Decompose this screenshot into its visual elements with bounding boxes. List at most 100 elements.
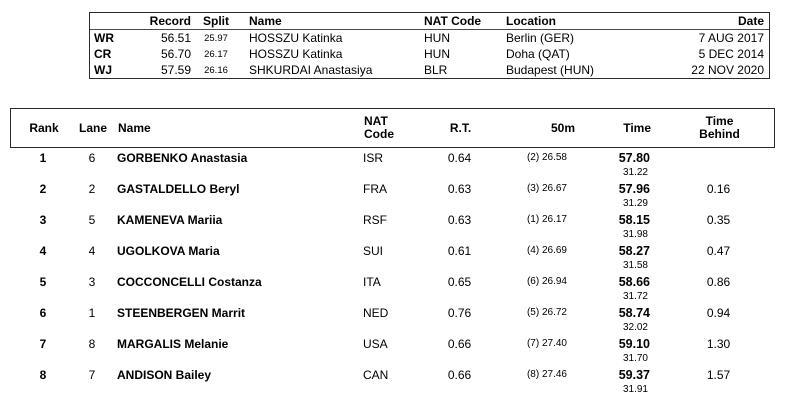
- swimmer-name: STEENBERGEN Marrit: [117, 306, 246, 320]
- second-50-split: 31.70: [622, 353, 648, 364]
- record-holder: HOSSZU Katinka: [249, 46, 343, 61]
- rank: 5: [39, 275, 47, 289]
- swimmer-name: GORBENKO Anastasia: [117, 151, 248, 165]
- record-location: Budapest (HUN): [506, 62, 595, 77]
- final-time: 57.96 31.29: [577, 181, 662, 210]
- reaction-time: 0.66: [447, 337, 472, 351]
- time-behind: 0.47: [706, 244, 731, 258]
- time-behind: 0.35: [706, 213, 731, 227]
- records-header-name: Name: [249, 13, 282, 28]
- record-split: 26.17: [204, 48, 228, 60]
- lane: 4: [88, 244, 96, 258]
- records-header-row: Record Split Name NAT Code Location Date: [90, 13, 769, 30]
- final-time: 59.37 31.91: [577, 367, 662, 396]
- final-time: 57.80 31.22: [577, 150, 662, 179]
- record-nat-code: HUN: [424, 30, 450, 45]
- nat-code: NED: [363, 306, 389, 320]
- final-time-value: 58.27: [618, 244, 650, 258]
- record-location: Berlin (GER): [506, 30, 575, 45]
- record-holder: HOSSZU Katinka: [249, 30, 343, 45]
- records-header-split: Split: [203, 13, 229, 28]
- record-label: WR: [94, 30, 114, 45]
- reaction-time: 0.63: [447, 213, 472, 227]
- result-row: 5 3 COCCONCELLI Costanza ITA 0.65 (6) 26…: [10, 274, 775, 305]
- final-time: 58.66 31.72: [577, 274, 662, 303]
- time-behind: 0.86: [706, 275, 731, 289]
- record-nat-code: BLR: [424, 62, 448, 77]
- second-50-split: 32.02: [622, 322, 648, 333]
- lane: 6: [88, 151, 96, 165]
- lane: 5: [88, 213, 96, 227]
- record-row-wr: WR 56.51 25.97 HOSSZU Katinka HUN Berlin…: [90, 30, 769, 46]
- record-location: Doha (QAT): [506, 46, 570, 61]
- result-row: 3 5 KAMENEVA Mariia RSF 0.63 (1) 26.17 5…: [10, 212, 775, 243]
- records-header-location: Location: [506, 13, 556, 28]
- final-time-value: 58.66: [618, 275, 650, 289]
- final-time: 59.10 31.70: [577, 336, 662, 365]
- 50m-split: (8) 27.46: [526, 369, 567, 380]
- rank: 7: [39, 337, 47, 351]
- final-time-value: 57.96: [618, 182, 650, 196]
- swimmer-name: GASTALDELLO Beryl: [117, 182, 240, 196]
- results-header-50m: 50m: [550, 120, 575, 135]
- 50m-split: (1) 26.17: [526, 214, 567, 225]
- reaction-time: 0.76: [447, 306, 472, 320]
- record-date: 7 AUG 2017: [698, 30, 764, 45]
- second-50-split: 31.58: [622, 260, 648, 271]
- second-50-split: 31.98: [622, 229, 648, 240]
- record-label: WJ: [94, 62, 112, 77]
- swimmer-name: UGOLKOVA Maria: [117, 244, 220, 258]
- record-time: 56.51: [160, 30, 191, 45]
- record-label: CR: [94, 46, 112, 61]
- nat-code: RSF: [363, 213, 387, 227]
- record-nat-code: HUN: [424, 46, 450, 61]
- time-behind: 0.16: [706, 182, 731, 196]
- results-header-rank: Rank: [29, 120, 59, 135]
- nat-code: CAN: [363, 368, 389, 382]
- nat-code: FRA: [363, 182, 387, 196]
- result-row: 6 1 STEENBERGEN Marrit NED 0.76 (5) 26.7…: [10, 305, 775, 336]
- 50m-split: (4) 26.69: [526, 245, 567, 256]
- result-row: 2 2 GASTALDELLO Beryl FRA 0.63 (3) 26.67…: [10, 181, 775, 212]
- second-50-split: 31.29: [622, 198, 648, 209]
- rank: 2: [39, 182, 47, 196]
- 50m-split: (6) 26.94: [526, 276, 567, 287]
- record-date: 5 DEC 2014: [698, 46, 764, 61]
- record-time: 56.70: [160, 46, 191, 61]
- swimmer-name: MARGALIS Melanie: [117, 337, 229, 351]
- swimmer-name: ANDISON Bailey: [117, 368, 212, 382]
- results-header-name: Name: [118, 120, 151, 135]
- lane: 3: [88, 275, 96, 289]
- rank: 4: [39, 244, 47, 258]
- second-50-split: 31.72: [622, 291, 648, 302]
- records-table: Record Split Name NAT Code Location Date…: [89, 12, 770, 79]
- record-date: 22 NOV 2020: [691, 62, 764, 77]
- results-header-nat-code: NAT Code: [364, 114, 394, 141]
- final-time-value: 58.15: [618, 213, 650, 227]
- final-time: 58.27 31.58: [577, 243, 662, 272]
- swimmer-name: KAMENEVA Mariia: [117, 213, 223, 227]
- final-time-value: 58.74: [618, 306, 650, 320]
- time-behind: 1.30: [706, 337, 731, 351]
- record-holder: SHKURDAI Anastasiya: [249, 62, 373, 77]
- lane: 1: [88, 306, 96, 320]
- results-header-row: Rank Lane Name NAT Code R.T. 50m Time Ti…: [10, 108, 775, 148]
- record-row-cr: CR 56.70 26.17 HOSSZU Katinka HUN Doha (…: [90, 46, 769, 62]
- result-row: 7 8 MARGALIS Melanie USA 0.66 (7) 27.40 …: [10, 336, 775, 367]
- results-body: 1 6 GORBENKO Anastasia ISR 0.64 (2) 26.5…: [10, 150, 775, 398]
- record-split: 26.16: [204, 64, 228, 76]
- lane: 8: [88, 337, 96, 351]
- lane: 7: [88, 368, 96, 382]
- rank: 3: [39, 213, 47, 227]
- rank: 8: [39, 368, 47, 382]
- records-header-nat-code: NAT Code: [424, 13, 482, 28]
- final-time-value: 59.10: [618, 337, 650, 351]
- final-time-value: 57.80: [618, 151, 650, 165]
- time-behind: 0.94: [706, 306, 731, 320]
- results-header-reaction: R.T.: [449, 120, 472, 135]
- reaction-time: 0.66: [447, 368, 472, 382]
- nat-code: USA: [363, 337, 388, 351]
- time-behind: 1.57: [706, 368, 731, 382]
- rank: 1: [39, 151, 47, 165]
